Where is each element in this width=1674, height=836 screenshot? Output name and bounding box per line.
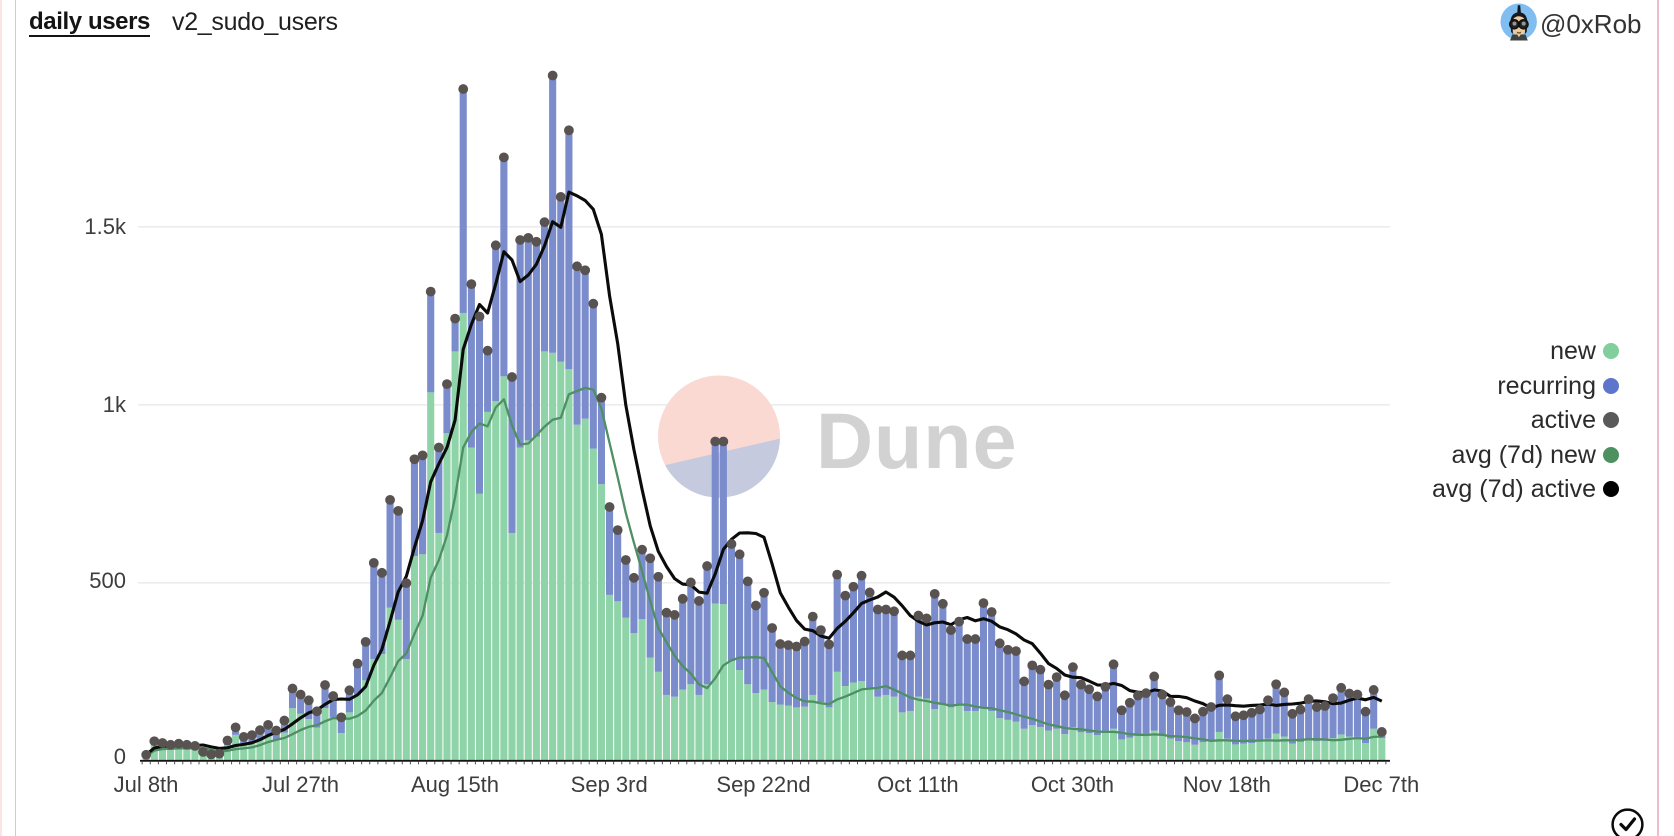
svg-text:Dune: Dune bbox=[816, 396, 1018, 485]
